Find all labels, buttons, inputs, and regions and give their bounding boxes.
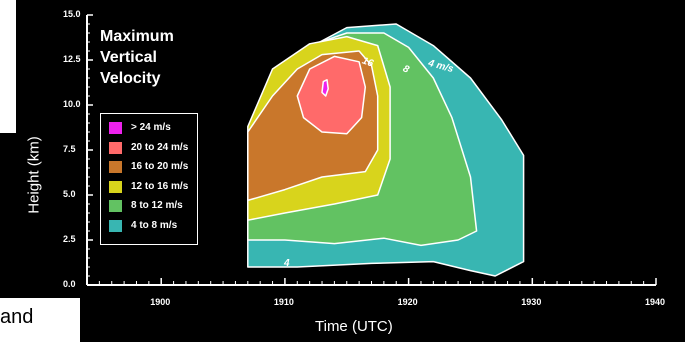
x-tick-label: 1940 (645, 297, 666, 307)
contour-label: 4 (284, 258, 290, 269)
contour-fills (247, 23, 525, 277)
chart-title-line: Vertical (100, 49, 157, 66)
legend-swatch (109, 200, 122, 212)
legend-swatch (109, 180, 122, 193)
chart-title-line: Maximum (100, 28, 174, 45)
legend-swatch (109, 161, 122, 173)
legend-swatch (109, 141, 122, 154)
legend-label: 16 to 20 m/s (131, 161, 189, 172)
x-axis-label: Time (UTC) (315, 318, 393, 335)
y-tick-label: 2.5 (63, 234, 76, 244)
legend-swatch (109, 122, 122, 134)
legend-label: 8 to 12 m/s (131, 200, 183, 211)
chart-title-line: Velocity (100, 70, 161, 87)
y-tick-label: 7.5 (63, 144, 76, 154)
y-tick-label: 5.0 (63, 189, 76, 199)
x-tick-label: 1910 (273, 297, 294, 307)
x-tick-label: 1930 (521, 297, 542, 307)
chart-legend: > 24 m/s 20 to 24 m/s 16 to 20 m/s 12 to 16… (100, 113, 198, 245)
y-tick-label: 10.0 (63, 99, 81, 109)
legend-label: > 24 m/s (131, 122, 171, 133)
chart-axes (86, 14, 657, 286)
x-tick-label: 1920 (397, 297, 418, 307)
contour-region (296, 55, 367, 135)
x-tick-label: 1900 (150, 297, 171, 307)
legend-swatch (109, 219, 122, 232)
legend-label: 4 to 8 m/s (131, 219, 178, 231)
white-background-strip (0, 0, 16, 133)
y-axis-label: Height (km) (25, 136, 43, 214)
y-tick-label: 12.5 (63, 54, 81, 64)
chart-title: Maximum Vertical Velocity (100, 26, 174, 89)
clipped-background-text: and (0, 306, 34, 328)
y-tick-label: 0.0 (63, 279, 76, 289)
legend-label: 20 to 24 m/s (131, 141, 189, 153)
legend-label: 12 to 16 m/s (131, 180, 189, 192)
y-tick-label: 15.0 (63, 9, 81, 19)
contour-region (321, 79, 329, 97)
white-background-corner: and (0, 298, 80, 342)
